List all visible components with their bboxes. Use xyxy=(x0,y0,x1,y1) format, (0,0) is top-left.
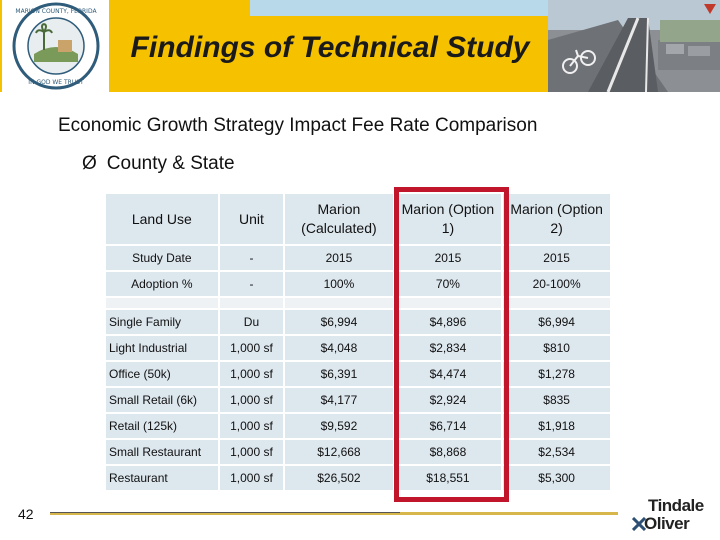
table-row: Study Date - 2015 2015 2015 xyxy=(106,246,610,270)
spacer-cell xyxy=(285,298,393,308)
cell-option-1: $2,924 xyxy=(394,388,502,412)
seal-text-bottom: IN GOD WE TRUST xyxy=(28,79,84,86)
cell-land-use: Small Restaurant xyxy=(106,440,218,464)
cell-land-use: Office (50k) xyxy=(106,362,218,386)
table-row: Single Family Du $6,994 $4,896 $6,994 xyxy=(106,310,610,334)
cell-option-2: $2,534 xyxy=(503,440,610,464)
cell-option-2: $1,918 xyxy=(503,414,610,438)
header-land-use: Land Use xyxy=(106,194,218,244)
cell-calculated: $9,592 xyxy=(285,414,393,438)
cell-unit: 1,000 sf xyxy=(219,388,284,412)
spacer-cell xyxy=(394,298,502,308)
cell-calculated: $26,502 xyxy=(285,466,393,490)
cell-unit: 1,000 sf xyxy=(219,362,284,386)
cell-option-1: $18,551 xyxy=(394,466,502,490)
cell-unit: Du xyxy=(219,310,284,334)
header-unit: Unit xyxy=(219,194,284,244)
cell-option-2: $5,300 xyxy=(503,466,610,490)
cell-unit: - xyxy=(219,246,284,270)
table-row: Adoption % - 100% 70% 20-100% xyxy=(106,272,610,296)
bike-lane-photo-image xyxy=(548,0,720,92)
cell-calculated: $12,668 xyxy=(285,440,393,464)
table-header-row: Land Use Unit Marion (Calculated) Marion… xyxy=(106,194,610,244)
county-seal-logo: MARION COUNTY, FLORIDA IN GOD WE TRUST xyxy=(2,0,109,92)
cell-unit: - xyxy=(219,272,284,296)
table-row: Office (50k) 1,000 sf $6,391 $4,474 $1,2… xyxy=(106,362,610,386)
table-row: Small Retail (6k) 1,000 sf $4,177 $2,924… xyxy=(106,388,610,412)
table-row: Restaurant 1,000 sf $26,502 $18,551 $5,3… xyxy=(106,466,610,490)
cell-option-1: $4,896 xyxy=(394,310,502,334)
cell-option-2: 20-100% xyxy=(503,272,610,296)
cell-option-1: $4,474 xyxy=(394,362,502,386)
cell-unit: 1,000 sf xyxy=(219,336,284,360)
footer-divider xyxy=(50,512,618,515)
bike-lane-photo xyxy=(548,0,720,92)
seal-text-top: MARION COUNTY, FLORIDA xyxy=(15,8,97,15)
cell-calculated: 100% xyxy=(285,272,393,296)
bullet-arrow-icon: Ø xyxy=(82,153,97,174)
header-marion-option-1: Marion (Option 1) xyxy=(394,194,502,244)
cell-option-1: $8,868 xyxy=(394,440,502,464)
table-row: Small Restaurant 1,000 sf $12,668 $8,868… xyxy=(106,440,610,464)
fee-comparison-table: Land Use Unit Marion (Calculated) Marion… xyxy=(104,192,612,492)
cell-land-use: Retail (125k) xyxy=(106,414,218,438)
cell-land-use: Study Date xyxy=(106,246,218,270)
cell-unit: 1,000 sf xyxy=(219,466,284,490)
table-row: Retail (125k) 1,000 sf $9,592 $6,714 $1,… xyxy=(106,414,610,438)
spacer-cell xyxy=(106,298,218,308)
brand-line-2: Oliver xyxy=(644,514,690,533)
cell-option-2: $6,994 xyxy=(503,310,610,334)
spacer-cell xyxy=(219,298,284,308)
footer-divider-dark xyxy=(50,512,400,513)
cell-calculated: $6,994 xyxy=(285,310,393,334)
cell-unit: 1,000 sf xyxy=(219,414,284,438)
cell-unit: 1,000 sf xyxy=(219,440,284,464)
title-box: Findings of Technical Study xyxy=(112,16,548,80)
brand-line-1: Tindale xyxy=(648,496,704,515)
bicycle-icon xyxy=(562,49,596,74)
bullet-text: County & State xyxy=(106,153,235,174)
header-marion-calculated: Marion (Calculated) xyxy=(285,194,393,244)
table-spacer-row xyxy=(106,298,610,308)
tindale-oliver-logo: Tindale Oliver xyxy=(630,496,718,534)
cell-land-use: Adoption % xyxy=(106,272,218,296)
slide-subtitle: Economic Growth Strategy Impact Fee Rate… xyxy=(58,115,538,136)
cell-option-1: 2015 xyxy=(394,246,502,270)
brand-mark-icon xyxy=(632,517,646,531)
cell-land-use: Small Retail (6k) xyxy=(106,388,218,412)
header-marion-option-2: Marion (Option 2) xyxy=(503,194,610,244)
cell-calculated: $4,048 xyxy=(285,336,393,360)
cell-option-1: 70% xyxy=(394,272,502,296)
cell-land-use: Single Family xyxy=(106,310,218,334)
cell-calculated: $6,391 xyxy=(285,362,393,386)
page-number: 42 xyxy=(18,506,34,522)
table-row: Light Industrial 1,000 sf $4,048 $2,834 … xyxy=(106,336,610,360)
bullet-item: Ø County & State xyxy=(82,153,235,175)
cell-option-2: $810 xyxy=(503,336,610,360)
cell-land-use: Restaurant xyxy=(106,466,218,490)
cell-option-1: $6,714 xyxy=(394,414,502,438)
county-seal-icon: MARION COUNTY, FLORIDA IN GOD WE TRUST xyxy=(12,2,99,90)
cell-land-use: Light Industrial xyxy=(106,336,218,360)
page-title: Findings of Technical Study xyxy=(130,31,530,64)
spacer-cell xyxy=(503,298,610,308)
cell-option-2: $1,278 xyxy=(503,362,610,386)
cell-calculated: $4,177 xyxy=(285,388,393,412)
cell-option-2: 2015 xyxy=(503,246,610,270)
cell-calculated: 2015 xyxy=(285,246,393,270)
title-band-accent xyxy=(250,0,640,16)
cell-option-2: $835 xyxy=(503,388,610,412)
cell-option-1: $2,834 xyxy=(394,336,502,360)
